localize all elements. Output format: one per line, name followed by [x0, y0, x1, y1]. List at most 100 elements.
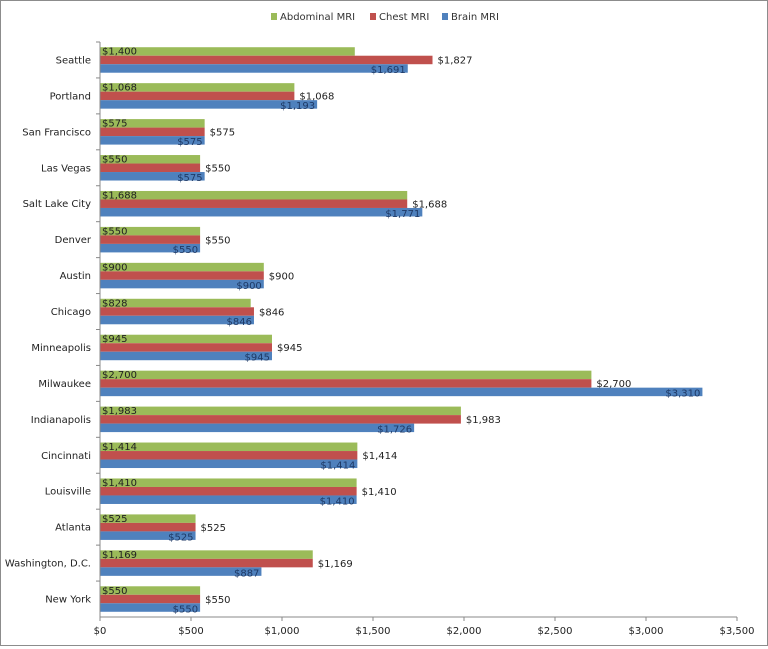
bar	[100, 119, 205, 128]
data-label: $2,700	[102, 370, 137, 381]
category-label: Washington, D.C.	[5, 559, 91, 570]
bar	[100, 190, 408, 200]
bar	[100, 315, 254, 325]
bar	[100, 127, 205, 137]
bar	[100, 207, 423, 217]
data-label: $1,983	[466, 415, 501, 426]
data-label: $575	[102, 119, 127, 130]
category-label: Indianapolis	[31, 415, 91, 426]
legend: Abdominal MRI Chest MRI Brain MRI	[271, 12, 499, 23]
x-tick-label: $2,000	[447, 626, 482, 637]
bar	[100, 64, 408, 73]
bar	[100, 243, 201, 253]
bar	[100, 155, 201, 164]
category-label: Austin	[60, 271, 91, 282]
x-tick-label: $3,500	[720, 626, 755, 637]
data-label: $945	[277, 343, 302, 354]
data-label: $575	[177, 137, 202, 148]
data-label: $900	[269, 271, 294, 282]
data-label: $550	[102, 155, 127, 166]
data-label: $945	[245, 353, 270, 364]
category-label: Milwaukee	[38, 379, 91, 390]
bar	[100, 586, 201, 595]
category-label: Chicago	[51, 307, 91, 318]
data-label: $945	[102, 334, 127, 345]
data-label: $1,068	[299, 92, 334, 103]
data-label: $900	[102, 262, 127, 273]
legend-label: Brain MRI	[451, 12, 499, 23]
category-label: Minneapolis	[31, 343, 91, 354]
bar	[100, 100, 318, 109]
data-label: $550	[102, 586, 127, 597]
bars: $1,400$1,827$1,691$1,068$1,068$1,193$575…	[100, 47, 703, 615]
data-label: $887	[234, 568, 259, 579]
data-label: $2,700	[596, 379, 631, 390]
data-label: $1,410	[320, 496, 355, 507]
legend-swatch	[442, 13, 448, 20]
data-label: $1,414	[102, 442, 137, 453]
category-label: Las Vegas	[41, 163, 91, 174]
bar	[100, 451, 358, 460]
category-label: Portland	[50, 91, 91, 102]
data-label: $550	[205, 235, 230, 246]
category-label: San Francisco	[22, 127, 91, 138]
bar	[100, 163, 201, 173]
data-label: $1,688	[412, 199, 447, 210]
bar	[100, 459, 358, 469]
x-tick-label: $500	[178, 626, 203, 637]
bar	[100, 567, 262, 576]
data-label: $550	[102, 226, 127, 237]
bar	[100, 550, 313, 559]
legend-label: Abdominal MRI	[280, 12, 355, 23]
data-label: $1,410	[102, 478, 137, 489]
data-label: $1,414	[362, 451, 397, 462]
data-label: $1,983	[102, 406, 137, 417]
bar	[100, 136, 205, 145]
legend-swatch	[370, 13, 376, 20]
x-tick-label: $1,500	[356, 626, 391, 637]
x-tick-label: $0	[94, 626, 107, 637]
data-label: $1,688	[102, 190, 137, 201]
data-label: $1,169	[318, 559, 353, 570]
bar	[100, 423, 415, 433]
x-tick-label: $1,000	[265, 626, 300, 637]
category-label: Denver	[55, 235, 92, 246]
category-label: Atlanta	[55, 523, 91, 534]
bar	[100, 415, 461, 424]
bar	[100, 531, 196, 540]
bar	[100, 235, 201, 244]
bar	[100, 334, 272, 344]
bar	[100, 442, 358, 452]
bar	[100, 47, 355, 56]
bar	[100, 83, 295, 92]
data-label: $550	[173, 604, 198, 615]
data-label: $1,414	[320, 461, 355, 472]
data-label: $1,726	[377, 425, 412, 436]
bar	[100, 522, 196, 532]
data-label: $1,827	[438, 56, 473, 67]
bar	[100, 172, 205, 181]
data-label: $575	[210, 128, 235, 139]
x-tick-label: $2,500	[538, 626, 573, 637]
data-label: $525	[201, 523, 226, 534]
bar	[100, 55, 433, 65]
data-label: $575	[177, 173, 202, 184]
bar	[100, 514, 196, 523]
data-label: $525	[102, 514, 127, 525]
bar	[100, 406, 461, 416]
x-tick-label: $3,000	[629, 626, 664, 637]
bar	[100, 486, 357, 496]
data-label: $550	[173, 245, 198, 256]
data-label: $1,771	[385, 209, 420, 220]
data-label: $550	[205, 595, 230, 606]
bar	[100, 298, 251, 308]
bar	[100, 343, 272, 352]
data-label: $828	[102, 298, 127, 309]
data-label: $846	[259, 307, 284, 318]
data-label: $900	[236, 281, 261, 292]
axes: Seattle Portland San Francisco Las Vegas Sal…	[5, 41, 755, 637]
bar	[100, 478, 357, 487]
bar	[100, 495, 357, 504]
